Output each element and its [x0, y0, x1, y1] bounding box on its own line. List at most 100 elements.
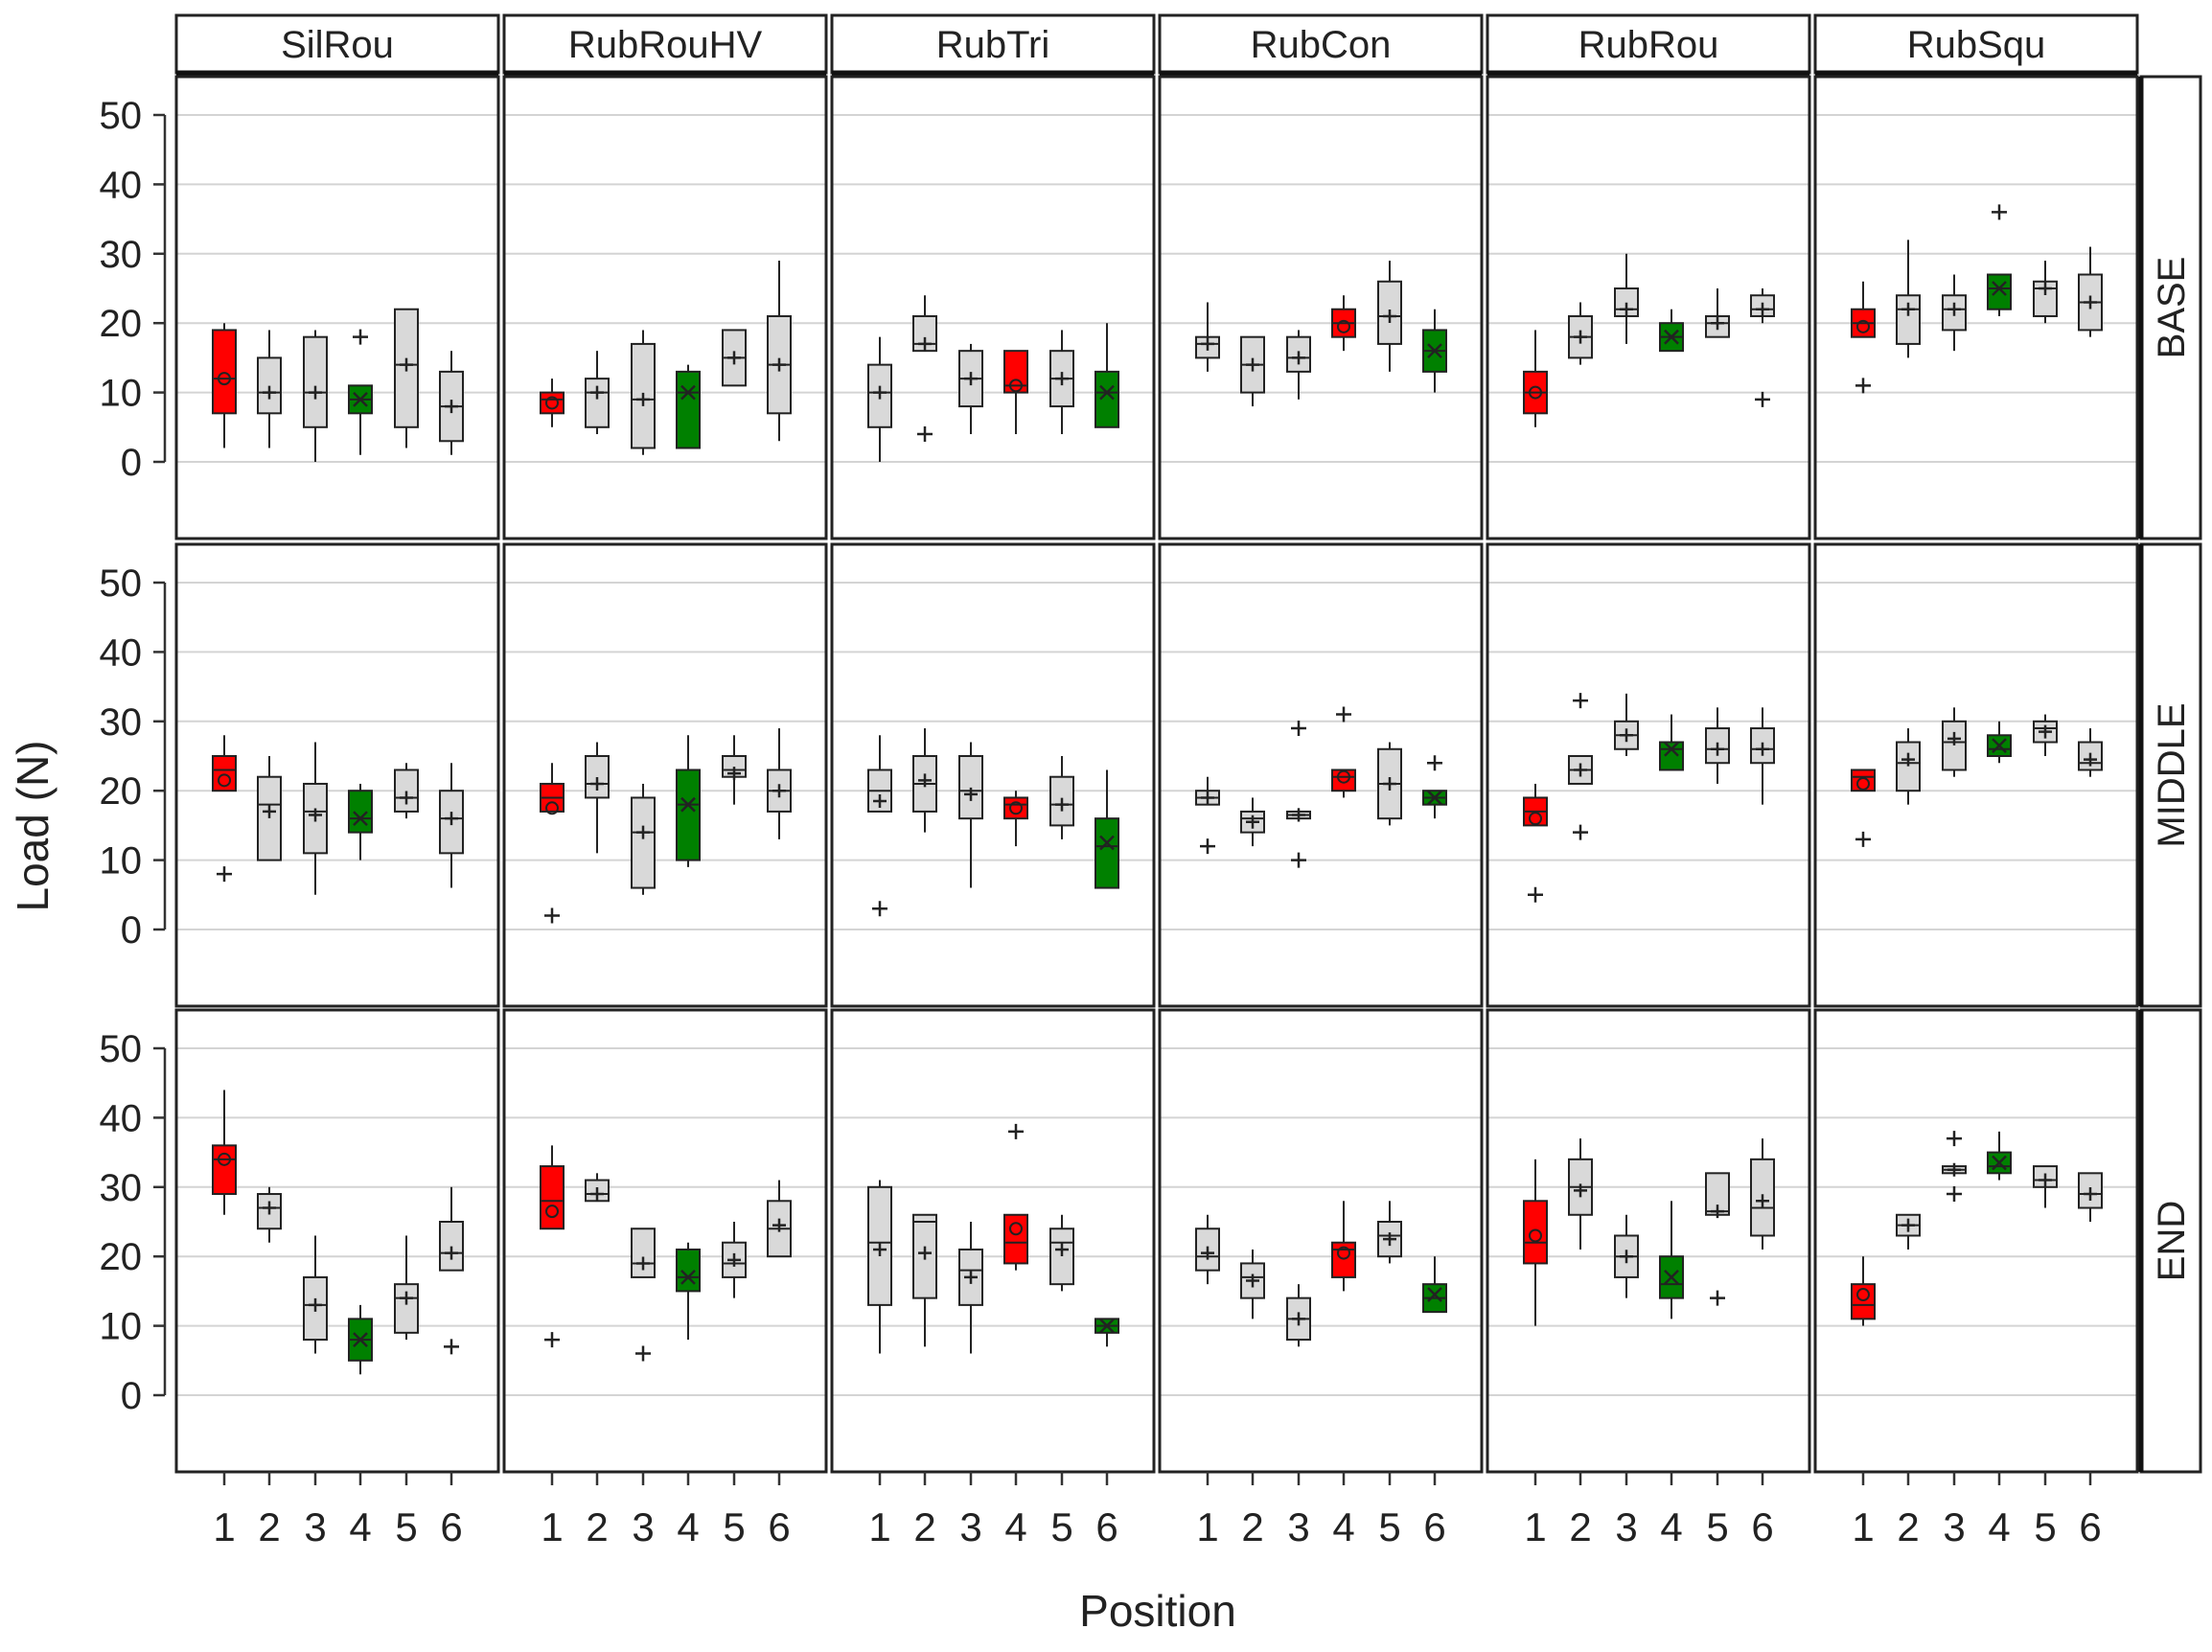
box-iqr	[676, 769, 701, 861]
x-tick-label: 2	[913, 1504, 935, 1549]
mean-marker-circle	[218, 372, 231, 386]
column-strip: RubRou	[1486, 13, 1811, 76]
y-tick-label: 0	[121, 1375, 142, 1417]
outlier-marker	[1947, 1131, 1962, 1147]
mean-marker-plus	[2039, 282, 2052, 295]
y-tick-label: 10	[100, 1306, 143, 1348]
mean-marker-plus	[964, 372, 978, 386]
box-position-6	[2078, 1172, 2103, 1222]
box-iqr	[1049, 775, 1074, 827]
panel-end-rubtri	[830, 1008, 1156, 1474]
panel-background	[176, 77, 498, 539]
y-tick-label: 20	[100, 1236, 143, 1278]
box-position-5	[2033, 1165, 2058, 1208]
x-tick-label: 5	[723, 1504, 745, 1549]
box-position-6	[1422, 309, 1447, 393]
box-position-4	[1659, 714, 1684, 771]
box-iqr	[1094, 817, 1119, 889]
box-position-5	[2033, 261, 2058, 324]
mean-marker-plus	[1246, 357, 1259, 372]
mean-marker-plus	[1574, 763, 1587, 777]
box-position-5	[1377, 261, 1402, 372]
box-position-4	[676, 364, 701, 449]
x-tick-label: 6	[440, 1504, 462, 1549]
column-strip-label: RubRou	[1578, 24, 1719, 66]
box-position-1	[1851, 1256, 1876, 1326]
x-tick-label: 5	[1706, 1504, 1728, 1549]
mean-marker-plus	[918, 1246, 932, 1260]
box-position-3	[631, 783, 656, 895]
box-iqr	[257, 775, 282, 861]
box-position-4	[1331, 295, 1356, 352]
box-iqr	[257, 356, 282, 415]
column-strip-box	[1158, 13, 1484, 75]
panel-middle-rubcon	[1158, 542, 1484, 1008]
box-iqr	[212, 1144, 237, 1196]
box-position-1	[212, 1090, 237, 1215]
y-tick-label: 10	[100, 840, 143, 883]
mean-marker-x	[1992, 738, 2007, 754]
mean-marker-plus	[873, 385, 887, 400]
box-position-4	[1331, 1201, 1356, 1292]
mean-marker-plus	[1055, 372, 1069, 386]
x-tick-label: 4	[1988, 1504, 2010, 1549]
panel-border	[830, 75, 1156, 540]
mean-marker-plus	[1201, 791, 1214, 805]
box-position-1	[1851, 769, 1876, 847]
box-position-2	[257, 756, 282, 861]
x-tick-label: 5	[2034, 1504, 2056, 1549]
row-strip-label: BASE	[2151, 257, 2193, 359]
mean-marker-plus	[445, 1246, 458, 1260]
mean-marker-plus	[400, 1291, 413, 1305]
x-tick-label: 5	[395, 1504, 417, 1549]
panel-border	[174, 542, 500, 1008]
box-iqr	[1942, 720, 1967, 771]
box-iqr	[348, 790, 373, 834]
box-iqr	[1987, 273, 2012, 310]
outlier-marker	[1710, 1290, 1725, 1306]
x-tick-label: 3	[959, 1504, 981, 1549]
mean-marker-circle	[1856, 1288, 1870, 1302]
box-iqr	[540, 391, 565, 415]
box-position-2	[257, 1186, 282, 1243]
x-tick-label: 3	[1615, 1504, 1637, 1549]
panel-middle-rubsqu	[1813, 542, 2139, 1008]
mean-marker-x	[1992, 1155, 2007, 1171]
box-position-1	[1195, 776, 1220, 855]
column-strip: SilRou	[174, 13, 500, 76]
mean-marker-plus	[1620, 302, 1633, 316]
box-position-4	[348, 329, 373, 455]
panel-end-rubsqu	[1813, 1008, 2139, 1474]
mean-marker-plus	[590, 385, 604, 400]
mean-marker-circle	[545, 801, 559, 815]
box-position-1	[1195, 1214, 1220, 1285]
box-iqr	[1851, 1283, 1876, 1320]
box-position-4	[1659, 309, 1684, 353]
x-tick-label: 2	[1897, 1504, 1919, 1549]
x-tick-label: 2	[1569, 1504, 1591, 1549]
box-position-2	[1240, 335, 1265, 407]
mean-marker-plus	[1201, 336, 1214, 351]
outlier-marker	[353, 329, 368, 345]
panel-border	[1813, 75, 2139, 540]
mean-marker-x	[353, 811, 368, 827]
mean-marker-plus	[1711, 316, 1724, 331]
mean-marker-plus	[636, 825, 650, 839]
panel-background	[832, 77, 1154, 539]
row-strip: BASE	[2138, 75, 2202, 540]
column-strip-box	[1486, 13, 1811, 75]
box-position-3	[1286, 721, 1311, 868]
x-tick-label: 5	[1378, 1504, 1400, 1549]
panel-border	[1158, 75, 1484, 540]
panel-border	[1486, 542, 1811, 1008]
box-position-3	[1286, 330, 1311, 400]
mean-marker-plus	[1756, 742, 1769, 756]
row-strip-group: BASE MIDDLE END	[2138, 75, 2202, 1474]
box-position-5	[1049, 756, 1074, 839]
mean-marker-plus	[1201, 1246, 1214, 1260]
mean-marker-plus	[873, 794, 887, 809]
box-position-1	[1523, 783, 1548, 903]
box-position-2	[1896, 1213, 1921, 1250]
mean-marker-plus	[1292, 351, 1305, 365]
box-position-6	[1094, 323, 1119, 428]
